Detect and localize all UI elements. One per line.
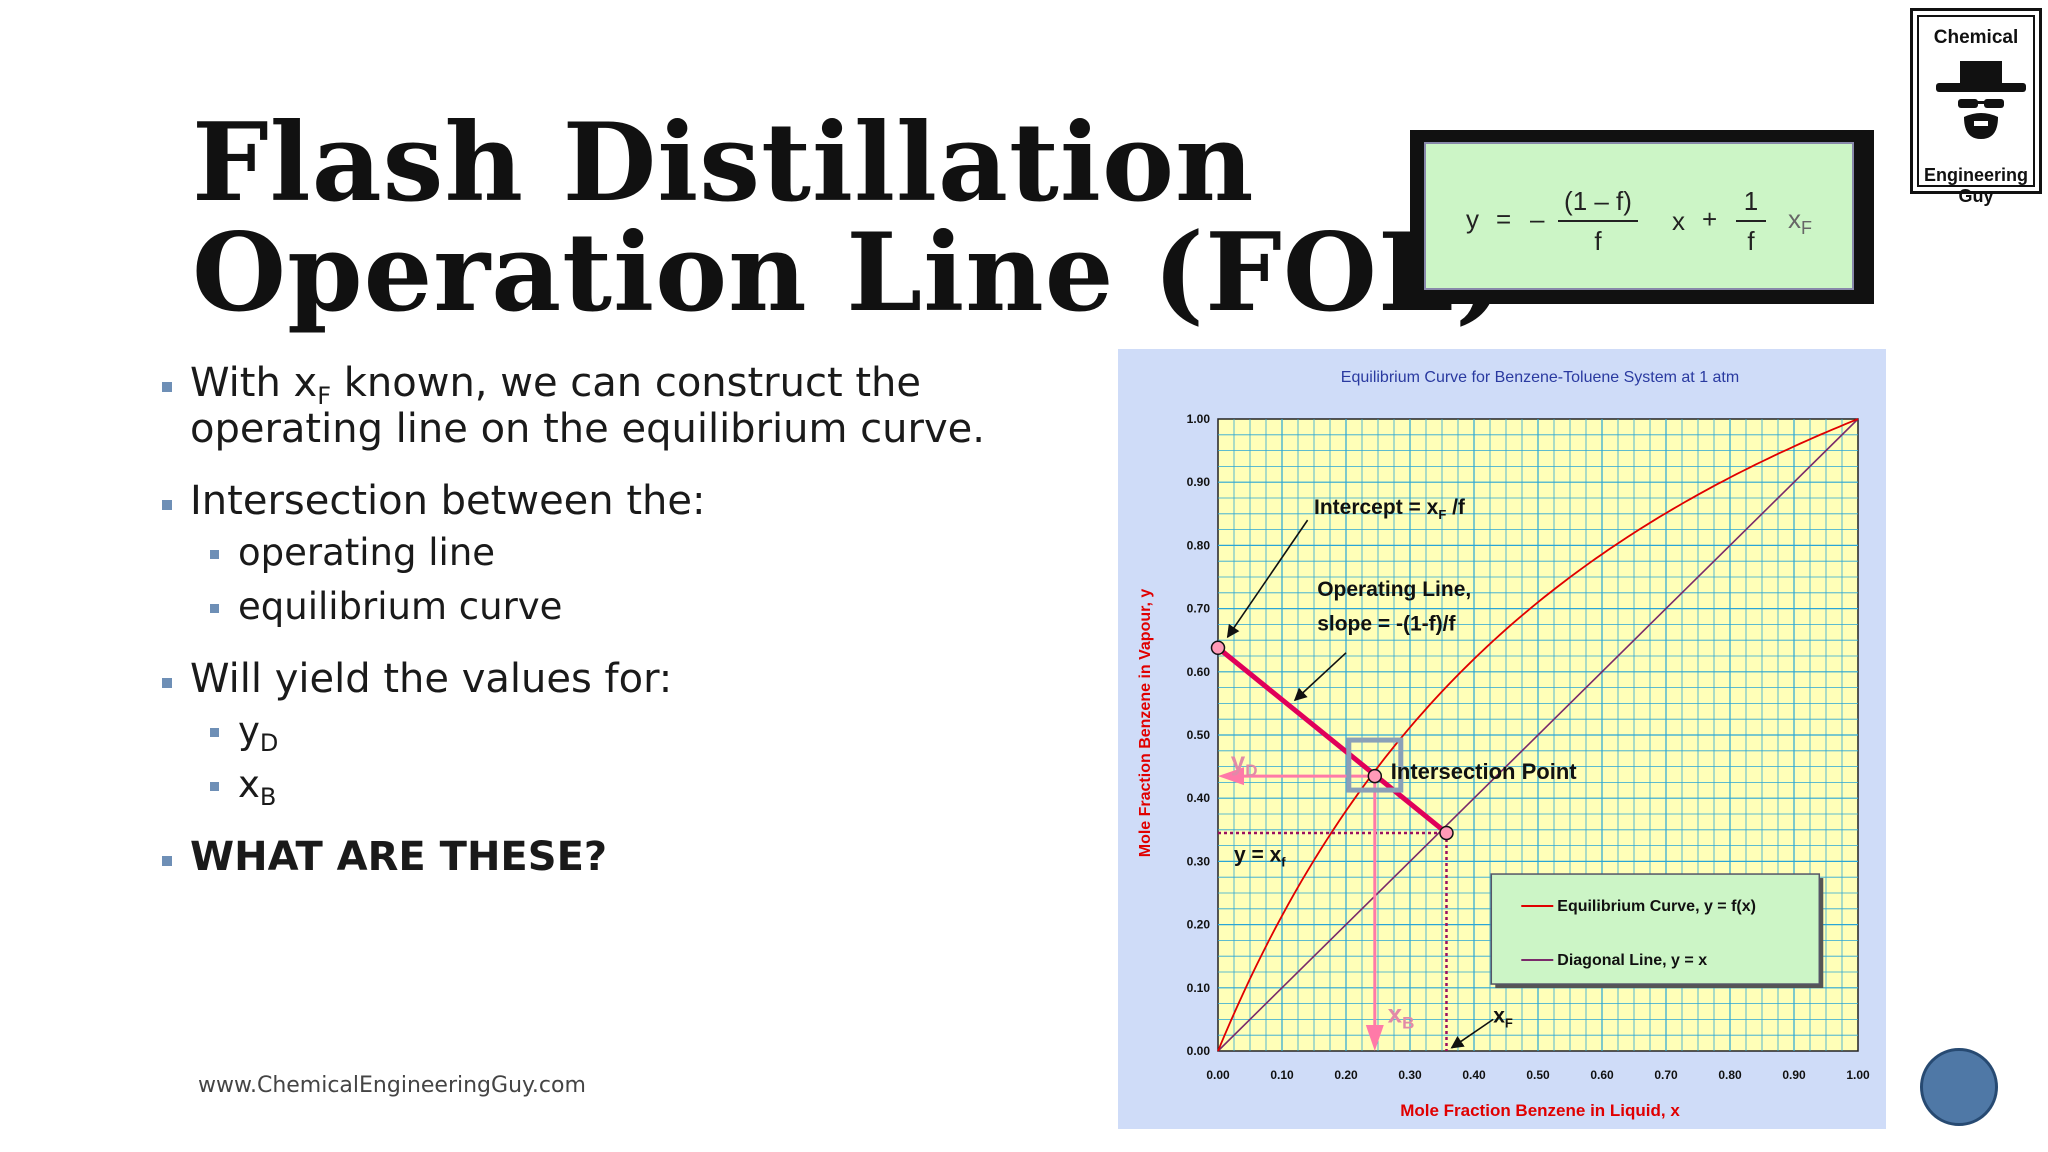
bullet-list: With xF known, we can construct the oper… xyxy=(160,360,1060,906)
formula-plus: + xyxy=(1702,204,1718,234)
yd-label: yD xyxy=(1231,746,1258,780)
slide-title: Flash Distillation Operation Line (FOL) xyxy=(192,108,1507,328)
formula-numerator-2: 1 xyxy=(1743,186,1759,216)
x-tick-label: 0.50 xyxy=(1526,1068,1550,1082)
title-line-2: Operation Line (FOL) xyxy=(192,210,1507,336)
formula-numerator-1: (1 – f) xyxy=(1564,186,1632,216)
y-tick-label: 1.00 xyxy=(1187,412,1211,426)
y-tick-label: 0.30 xyxy=(1187,854,1211,868)
chart-title: Equilibrium Curve for Benzene-Toluene Sy… xyxy=(1341,369,1739,386)
y-tick-label: 0.80 xyxy=(1187,538,1211,552)
x-tick-label: 0.90 xyxy=(1782,1068,1806,1082)
x-tick-label: 0.00 xyxy=(1206,1068,1230,1082)
equilibrium-curve xyxy=(1217,418,1859,1052)
operating-line xyxy=(1216,645,1449,835)
x-axis-label: Mole Fraction Benzene in Liquid, x xyxy=(1400,1101,1680,1120)
logo-text-top: Chemical xyxy=(1933,27,2019,48)
y-tick-label: 0.90 xyxy=(1187,475,1211,489)
intersection-point-label: Intersection Point xyxy=(1391,759,1577,784)
bullet-yield: Will yield the values for: xyxy=(160,656,1060,702)
formula-denominator-1: f xyxy=(1594,226,1602,256)
x-tick-label: 0.30 xyxy=(1398,1068,1422,1082)
intersection-point xyxy=(1367,768,1383,784)
formula-denominator-2: f xyxy=(1747,226,1755,256)
formula-minus: – xyxy=(1530,204,1545,234)
operating-line-pointer-arrow xyxy=(1293,652,1347,702)
sub-bullet-equilibrium-curve: equilibrium curve xyxy=(160,584,1060,630)
logo-text-bottom: Engineering Guy xyxy=(1923,165,2028,206)
legend-label-diagonal: Diagonal Line, y = x xyxy=(1557,952,1707,969)
hat-face-icon xyxy=(1936,61,2026,139)
slope-label: slope = -(1-f)/f xyxy=(1317,613,1456,636)
x-tick-label: 0.60 xyxy=(1590,1068,1614,1082)
x-tick-label: 0.70 xyxy=(1654,1068,1678,1082)
bullet-intersection: Intersection between the: xyxy=(160,478,1060,524)
intersection-box xyxy=(1346,737,1404,793)
fraction-bar-2 xyxy=(1736,220,1766,222)
website-url: www.ChemicalEngineeringGuy.com xyxy=(198,1073,586,1098)
legend-label-equilibrium: Equilibrium Curve, y = f(x) xyxy=(1557,898,1756,915)
feed-point xyxy=(1439,825,1454,841)
sub-bullet-yd: yD xyxy=(160,708,1060,755)
y-tick-label: 0.50 xyxy=(1187,728,1211,742)
formula-x: x xyxy=(1672,206,1685,236)
x-tick-label: 0.20 xyxy=(1334,1068,1358,1082)
legend-box xyxy=(1490,873,1821,985)
navigation-circle-button[interactable] xyxy=(1920,1048,1998,1126)
yd-arrow-head xyxy=(1218,767,1244,786)
equilibrium-chart: Equilibrium Curve for Benzene-Toluene Sy… xyxy=(1118,349,1886,1129)
intercept-pointer-arrow xyxy=(1226,519,1309,639)
sub-bullet-operating-line: operating line xyxy=(160,530,1060,576)
y-tick-label: 0.00 xyxy=(1187,1044,1211,1058)
title-line-1: Flash Distillation xyxy=(192,100,1255,226)
diagonal-line xyxy=(1217,418,1859,1052)
y-tick-label: 0.40 xyxy=(1187,791,1211,805)
chemical-engineering-guy-logo: Chemical Engineering Guy xyxy=(1910,8,2042,206)
xb-arrow-head xyxy=(1365,1025,1384,1051)
formula-equals: = xyxy=(1496,204,1512,234)
formula-y: y xyxy=(1466,204,1479,234)
fol-equation: y = – (1 – f) f x + 1 f xF xyxy=(1424,142,1854,290)
y-tick-label: 0.70 xyxy=(1187,602,1211,616)
y-tick-label: 0.10 xyxy=(1187,981,1211,995)
y-tick-label: 0.60 xyxy=(1187,665,1211,679)
operating-line-label: Operating Line, xyxy=(1317,578,1471,601)
x-tick-label: 1.00 xyxy=(1846,1068,1870,1082)
y-tick-label: 0.20 xyxy=(1187,918,1211,932)
x-tick-label: 0.40 xyxy=(1462,1068,1486,1082)
y-axis-label: Mole Fraction Benzene in Vapour, y xyxy=(1137,589,1154,858)
formula-box: y = – (1 – f) f x + 1 f xF xyxy=(1410,130,1874,304)
bullet-question: WHAT ARE THESE? xyxy=(160,834,1060,880)
formula-xf: xF xyxy=(1788,204,1812,239)
equilibrium-chart-svg: Equilibrium Curve for Benzene-Toluene Sy… xyxy=(1137,369,1870,1120)
bullet-construct: With xF known, we can construct the oper… xyxy=(160,360,1060,452)
intercept-point xyxy=(1210,640,1226,656)
fraction-bar-1 xyxy=(1558,220,1638,222)
y-equals-xf-label: y = xf xyxy=(1234,843,1286,869)
xf-pointer-arrow xyxy=(1450,1018,1494,1049)
x-tick-label: 0.80 xyxy=(1718,1068,1742,1082)
sub-bullet-xb: xB xyxy=(160,762,1060,809)
x-tick-label: 0.10 xyxy=(1270,1068,1294,1082)
